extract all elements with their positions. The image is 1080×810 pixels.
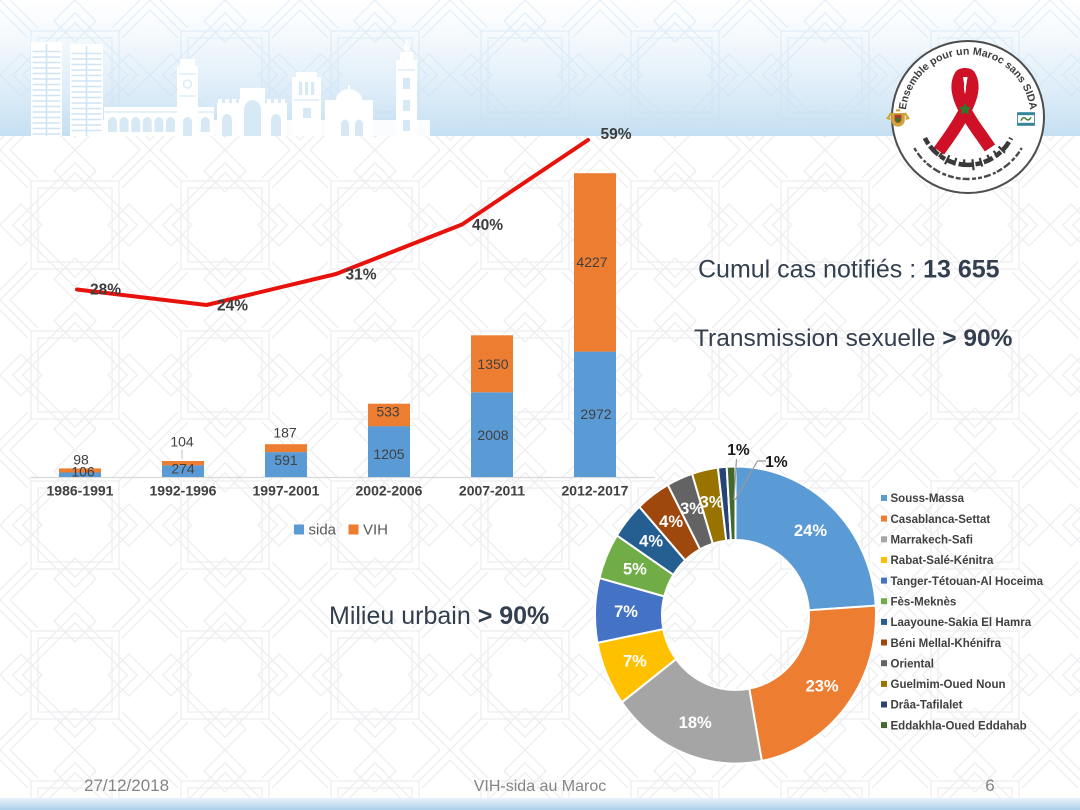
svg-text:1997-2001: 1997-2001 [253, 483, 320, 499]
svg-text:Milieu urbain > 90%: Milieu urbain > 90% [329, 602, 549, 630]
svg-text:Fès-Meknès: Fès-Meknès [891, 597, 957, 609]
svg-text:1350: 1350 [477, 356, 508, 372]
svg-text:2002-2006: 2002-2006 [356, 483, 423, 499]
svg-text:Drâa-Tafilalet: Drâa-Tafilalet [891, 700, 963, 712]
svg-text:Tanger-Tétouan-Al Hoceima: Tanger-Tétouan-Al Hoceima [891, 576, 1044, 588]
svg-text:2007-2011: 2007-2011 [459, 483, 525, 499]
svg-text:Béni Mellal-Khénifra: Béni Mellal-Khénifra [891, 638, 1002, 650]
svg-text:Rabat-Salé-Kénitra: Rabat-Salé-Kénitra [891, 555, 994, 567]
svg-text:28%: 28% [90, 282, 121, 299]
svg-text:1992-1996: 1992-1996 [150, 483, 217, 499]
svg-text:sida: sida [309, 522, 337, 539]
svg-text:59%: 59% [600, 126, 631, 143]
svg-text:Eddakhla-Oued Eddahab: Eddakhla-Oued Eddahab [891, 720, 1027, 732]
svg-text:7%: 7% [614, 603, 638, 621]
svg-text:2008: 2008 [477, 427, 508, 443]
svg-text:2012-2017: 2012-2017 [562, 483, 629, 499]
svg-text:Souss-Massa: Souss-Massa [891, 493, 965, 505]
svg-text:4227: 4227 [576, 254, 607, 270]
svg-text:VIH: VIH [363, 522, 388, 539]
svg-text:1205: 1205 [373, 446, 404, 462]
svg-text:6: 6 [985, 776, 994, 795]
svg-text:Oriental: Oriental [891, 658, 934, 670]
svg-text:3%: 3% [700, 494, 724, 512]
svg-text:98: 98 [73, 452, 89, 468]
svg-text:1986-1991: 1986-1991 [47, 483, 114, 499]
svg-text:Transmission sexuelle > 90%: Transmission sexuelle > 90% [694, 325, 1013, 352]
svg-text:104: 104 [170, 434, 194, 450]
svg-text:31%: 31% [345, 267, 376, 284]
svg-text:4%: 4% [639, 533, 663, 551]
svg-text:VIH-sida au Maroc: VIH-sida au Maroc [474, 778, 607, 795]
svg-text:533: 533 [376, 404, 400, 420]
svg-text:18%: 18% [679, 714, 712, 732]
svg-text:Guelmim-Oued Noun: Guelmim-Oued Noun [891, 679, 1006, 691]
svg-text:591: 591 [274, 452, 298, 468]
svg-text:1%: 1% [727, 442, 750, 459]
svg-text:Laayoune-Sakia El Hamra: Laayoune-Sakia El Hamra [891, 617, 1032, 629]
svg-text:24%: 24% [794, 522, 827, 540]
svg-text:Cumul cas notifiés : 13 655: Cumul cas notifiés : 13 655 [698, 256, 1000, 284]
svg-text:Casablanca-Settat: Casablanca-Settat [891, 514, 991, 526]
svg-text:1%: 1% [765, 454, 788, 471]
svg-text:7%: 7% [623, 653, 647, 671]
svg-text:40%: 40% [472, 217, 503, 234]
svg-text:106: 106 [71, 464, 95, 480]
svg-text:2972: 2972 [580, 406, 611, 422]
svg-text:4%: 4% [659, 513, 683, 531]
svg-text:5%: 5% [623, 561, 647, 579]
svg-text:187: 187 [273, 425, 297, 441]
svg-text:Marrakech-Safi: Marrakech-Safi [891, 535, 973, 547]
svg-text:3%: 3% [680, 500, 704, 518]
svg-text:23%: 23% [806, 678, 839, 696]
svg-text:27/12/2018: 27/12/2018 [84, 776, 169, 795]
svg-text:24%: 24% [217, 298, 248, 315]
svg-text:274: 274 [171, 461, 195, 477]
